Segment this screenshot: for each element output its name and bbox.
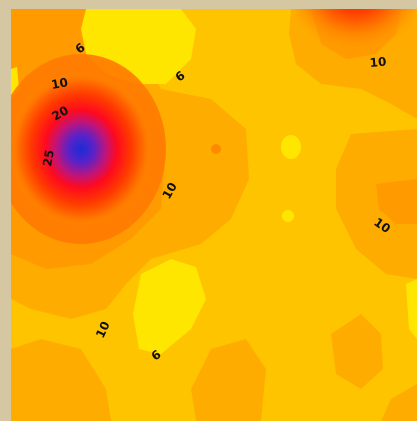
band-right-orange xyxy=(336,129,417,279)
band-right-bottom-yellow xyxy=(406,279,417,339)
contour-label-10-bottom: 10 xyxy=(93,319,113,340)
band-bottom-yellow xyxy=(133,259,206,354)
band-bottom-right-corner xyxy=(381,384,417,421)
contour-label-25-left: 25 xyxy=(40,149,57,168)
contour-label-10-top-right: 10 xyxy=(369,55,387,70)
spot-yellow-1 xyxy=(281,135,301,159)
contour-peaks xyxy=(11,9,416,244)
contour-label-10-left: 10 xyxy=(50,75,69,92)
peak-left xyxy=(11,71,153,227)
band-bottom-left-orange xyxy=(11,339,111,421)
peak-top-right xyxy=(296,9,416,64)
band-right-orange-2 xyxy=(376,179,417,224)
spot-orange xyxy=(211,144,221,154)
contour-map[interactable]: 6 6 10 20 25 10 10 10 10 6 xyxy=(11,9,417,421)
spot-yellow-2 xyxy=(282,210,294,222)
band-bottom-right-orange xyxy=(331,314,383,389)
band-bottom-center-orange xyxy=(191,339,266,421)
